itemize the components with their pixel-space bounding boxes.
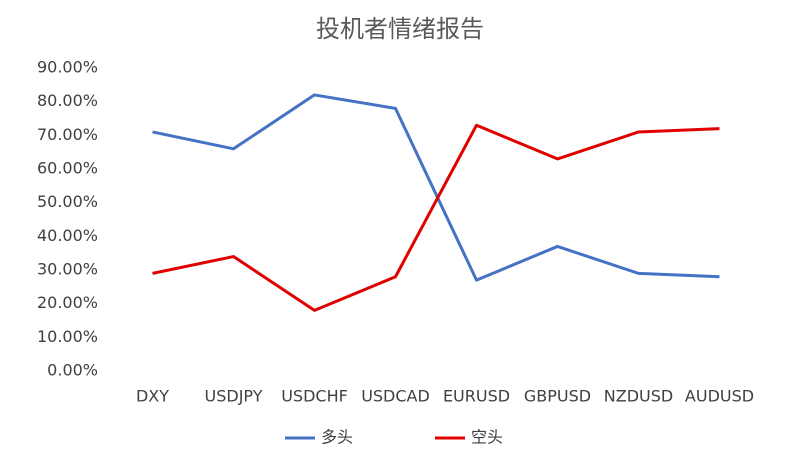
x-tick-label: DXY xyxy=(136,387,169,406)
y-tick-label: 50.00% xyxy=(37,192,98,211)
chart-title: 投机者情绪报告 xyxy=(316,15,484,43)
series-line xyxy=(152,93,720,282)
legend-label: 空头 xyxy=(471,428,503,447)
y-tick-label: 10.00% xyxy=(37,327,98,346)
x-tick-label: EURUSD xyxy=(443,387,510,406)
y-tick-label: 20.00% xyxy=(37,293,98,312)
y-tick-label: 70.00% xyxy=(37,125,98,144)
x-tick-label: GBPUSD xyxy=(524,387,591,406)
y-tick-label: 0.00% xyxy=(47,361,98,380)
y-tick-label: 60.00% xyxy=(37,159,98,178)
y-tick-label: 30.00% xyxy=(37,260,98,279)
x-tick-label: USDCAD xyxy=(361,387,430,406)
x-tick-label: USDCHF xyxy=(281,387,348,406)
x-tick-label: NZDUSD xyxy=(604,387,673,406)
legend-label: 多头 xyxy=(321,428,353,447)
y-tick-label: 40.00% xyxy=(37,226,98,245)
y-tick-label: 90.00% xyxy=(37,58,98,77)
y-tick-label: 80.00% xyxy=(37,91,98,110)
x-tick-label: AUDUSD xyxy=(685,387,754,406)
x-tick-label: USDJPY xyxy=(205,387,263,406)
series-line xyxy=(152,123,720,312)
